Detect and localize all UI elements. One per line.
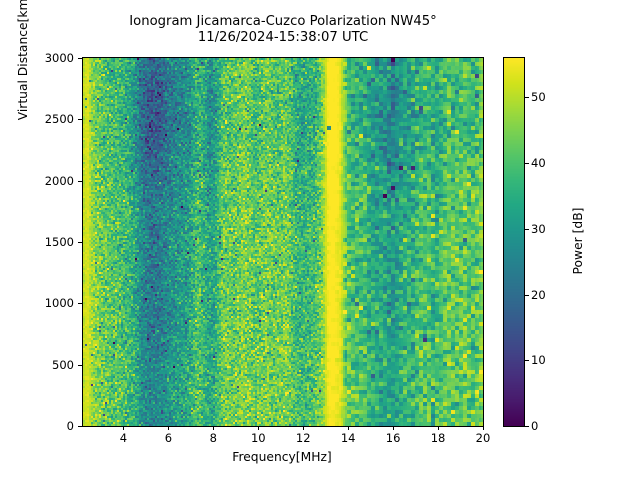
colorbar-tick-label: 50 — [531, 90, 546, 105]
y-axis-label: Virtual Distance[km] — [16, 0, 30, 121]
x-tick-label: 12 — [295, 431, 311, 445]
x-tick-label: 16 — [385, 431, 401, 445]
heatmap-axes — [82, 57, 484, 427]
colorbar-tick-mark — [525, 163, 529, 165]
x-tick-mark — [483, 426, 484, 430]
colorbar-tick-label: 40 — [531, 156, 546, 171]
colorbar-tick-label: 20 — [531, 287, 546, 302]
y-tick-label: 1000 — [44, 296, 74, 311]
colorbar-gradient — [504, 58, 524, 426]
colorbar — [503, 57, 525, 427]
x-tick-mark — [303, 426, 305, 430]
colorbar-tick-mark — [525, 228, 529, 230]
figure-title: Ionogram Jicamarca-Cuzco Polarization NW… — [129, 14, 437, 45]
y-tick-mark — [78, 242, 82, 243]
colorbar-tick-label: 30 — [531, 221, 546, 236]
y-tick-mark — [78, 180, 82, 182]
y-tick-mark — [78, 364, 82, 366]
colorbar-tick-mark — [525, 360, 529, 362]
y-tick-label: 0 — [66, 419, 74, 433]
colorbar-tick-mark — [525, 294, 529, 296]
y-tick-label: 1500 — [44, 235, 74, 249]
x-tick-mark — [168, 426, 170, 430]
x-tick-label: 18 — [430, 431, 446, 445]
y-tick-mark — [78, 303, 82, 305]
y-tick-mark — [78, 426, 82, 427]
colorbar-tick-label: 0 — [531, 419, 539, 433]
x-tick-mark — [393, 426, 395, 430]
y-tick-label: 2000 — [44, 173, 74, 188]
x-tick-label: 6 — [164, 431, 173, 445]
x-tick-mark — [123, 426, 125, 430]
y-tick-label: 3000 — [44, 51, 74, 65]
x-tick-label: 4 — [119, 431, 128, 445]
colorbar-tick-mark — [525, 426, 529, 427]
x-tick-label: 8 — [209, 431, 217, 445]
colorbar-tick-label: 10 — [531, 353, 546, 368]
x-tick-mark — [213, 426, 215, 430]
y-tick-mark — [78, 58, 82, 59]
x-tick-mark — [348, 426, 350, 430]
y-tick-label: 500 — [52, 357, 74, 372]
x-tick-label: 20 — [475, 431, 491, 445]
x-axis-label: Frequency[MHz] — [232, 450, 332, 464]
y-tick-mark — [78, 119, 82, 121]
x-tick-label: 10 — [250, 431, 266, 445]
y-tick-label: 2500 — [44, 112, 74, 127]
x-tick-label: 14 — [340, 431, 356, 445]
colorbar-label: Power [dB] — [571, 207, 585, 275]
x-tick-mark — [438, 426, 440, 430]
ionogram-heatmap — [83, 58, 483, 426]
x-tick-mark — [258, 426, 260, 430]
colorbar-tick-mark — [525, 97, 529, 99]
